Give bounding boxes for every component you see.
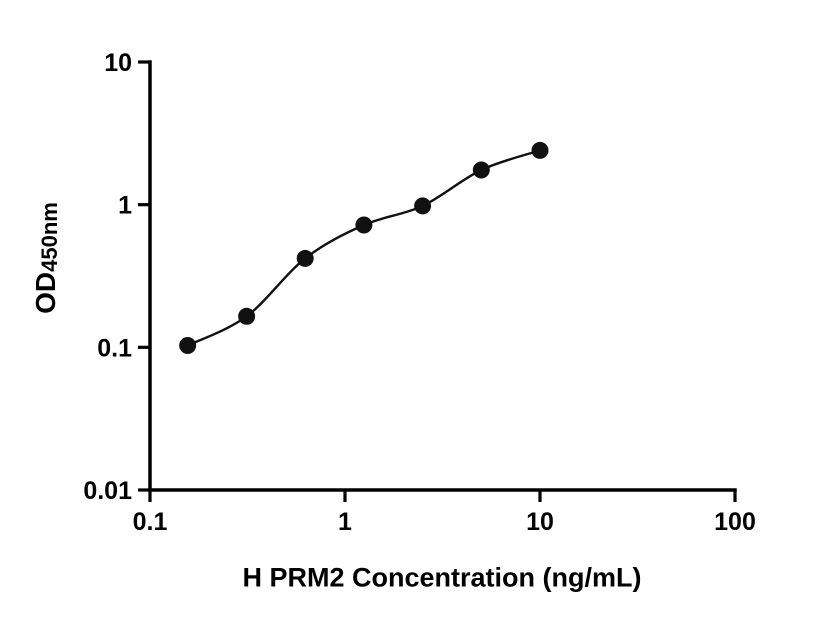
data-point [472, 161, 490, 179]
x-tick-label: 0.1 [133, 508, 168, 536]
y-axis-title-main: OD [30, 271, 61, 314]
axis-spines [148, 60, 737, 492]
x-axis-title: H PRM2 Concentration (ng/mL) [242, 562, 642, 593]
data-point [179, 337, 197, 354]
data-point [531, 141, 549, 159]
data-point [238, 307, 256, 325]
y-axis-title-sub: 450nm [37, 202, 62, 272]
y-tick-label: 1 [118, 192, 132, 220]
data-point [296, 249, 314, 267]
y-axis-title: OD450nm [30, 202, 62, 314]
x-tick-label: 10 [526, 508, 554, 536]
y-tick-label: 10 [104, 49, 132, 77]
data-point [414, 197, 432, 215]
y-tick-label: 0.01 [83, 477, 132, 505]
x-tick-label: 1 [338, 508, 352, 536]
y-tick-label: 0.1 [97, 334, 132, 362]
data-point [355, 216, 373, 234]
x-tick-label: 100 [714, 508, 756, 536]
